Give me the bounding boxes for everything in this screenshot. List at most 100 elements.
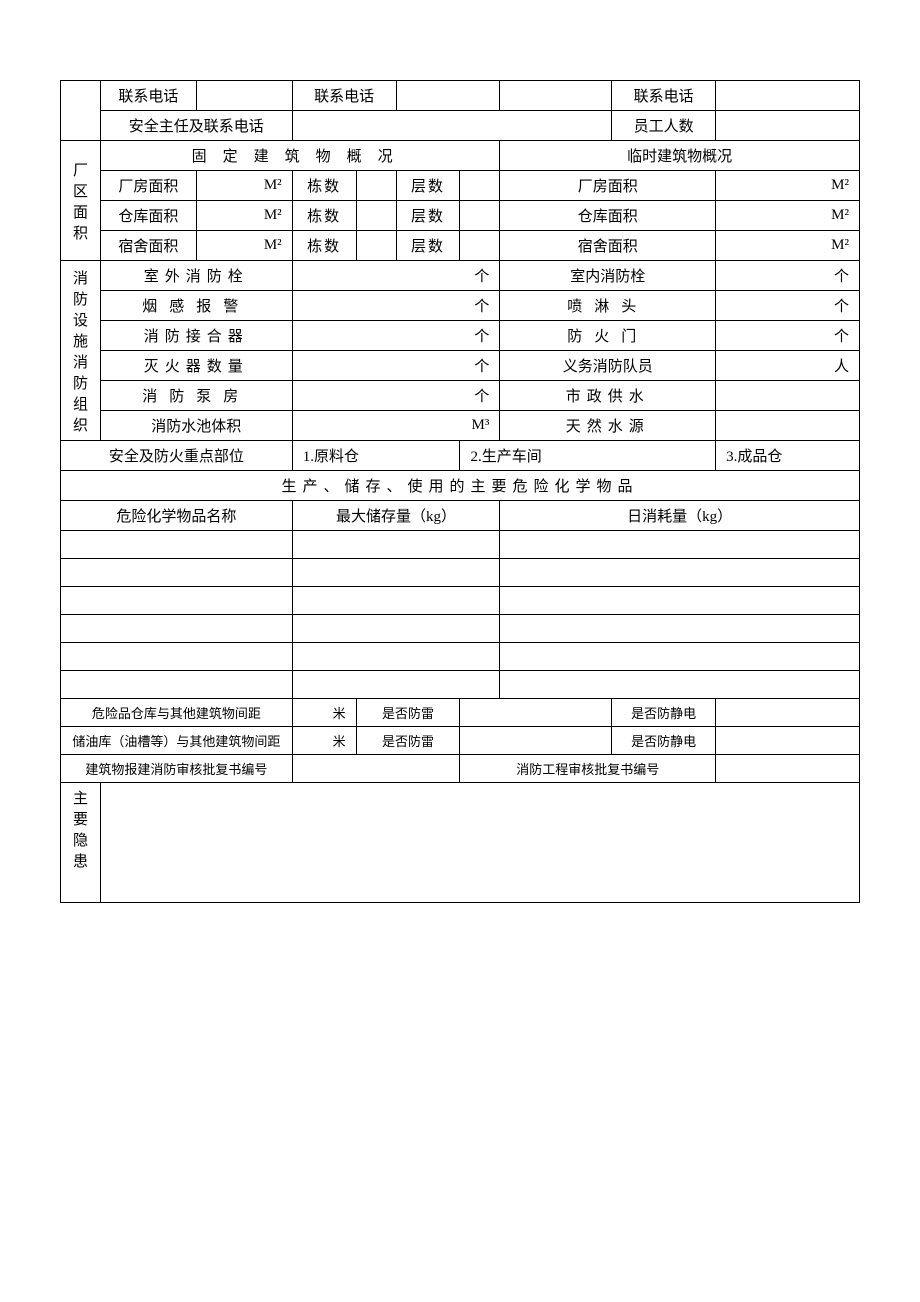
pump-room-value[interactable]: 个 — [292, 381, 500, 411]
chem-row — [61, 671, 860, 699]
indoor-hydrant-label: 室内消防栓 — [500, 261, 716, 291]
pool-volume-label: 消防水池体积 — [100, 411, 292, 441]
plant-buildings-value[interactable] — [356, 171, 396, 201]
temp-warehouse-value[interactable]: M² — [716, 201, 860, 231]
municipal-water-value[interactable] — [716, 381, 860, 411]
natural-water-label: 天然水源 — [500, 411, 716, 441]
outdoor-hydrant-label: 室外消防栓 — [100, 261, 292, 291]
hazards-value[interactable] — [100, 783, 859, 903]
hazards-row: 主要隐患 — [61, 783, 860, 903]
oil-dist-row: 储油库（油槽等）与其他建筑物间距 米 是否防雷 是否防静电 — [61, 727, 860, 755]
chem-name[interactable] — [61, 559, 293, 587]
extinguisher-value[interactable]: 个 — [292, 351, 500, 381]
temp-plant-label: 厂房面积 — [500, 171, 716, 201]
fire-row-5: 消防泵房 个 市政供水 — [61, 381, 860, 411]
fire-row-2: 烟感报警 个 喷淋头 个 — [61, 291, 860, 321]
plant-area-row: 厂房面积 M² 栋数 层数 厂房面积 M² — [61, 171, 860, 201]
temp-dorm-value[interactable]: M² — [716, 231, 860, 261]
fire-door-value[interactable]: 个 — [716, 321, 860, 351]
hazards-label: 主要隐患 — [61, 783, 101, 903]
chem-name[interactable] — [61, 531, 293, 559]
plant-area-value[interactable]: M² — [196, 171, 292, 201]
floors-label: 层数 — [396, 201, 460, 231]
dorm-floors-value[interactable] — [460, 231, 500, 261]
volunteer-label: 义务消防队员 — [500, 351, 716, 381]
static-label: 是否防静电 — [612, 699, 716, 727]
chem-storage-header: 最大储存量（kg） — [292, 501, 500, 531]
chem-daily[interactable] — [500, 615, 860, 643]
natural-water-value[interactable] — [716, 411, 860, 441]
chem-storage[interactable] — [292, 643, 500, 671]
pool-volume-value[interactable]: M³ — [292, 411, 500, 441]
chem-daily[interactable] — [500, 559, 860, 587]
volunteer-value[interactable]: 人 — [716, 351, 860, 381]
chem-name[interactable] — [61, 643, 293, 671]
chem-row — [61, 587, 860, 615]
build-approval-label: 建筑物报建消防审核批复书编号 — [61, 755, 293, 783]
key-part-3: 3.成品仓 — [716, 441, 860, 471]
static-value-2[interactable] — [716, 727, 860, 755]
hazmat-dist-row: 危险品仓库与其他建筑物间距 米 是否防雷 是否防静电 — [61, 699, 860, 727]
factory-area-label: 厂区面积 — [61, 141, 101, 261]
oil-dist-value[interactable]: 米 — [292, 727, 356, 755]
chem-storage[interactable] — [292, 531, 500, 559]
chemicals-section-row: 生产、储存、使用的主要危险化学物品 — [61, 471, 860, 501]
chem-storage[interactable] — [292, 671, 500, 699]
chem-daily[interactable] — [500, 531, 860, 559]
warehouse-floors-value[interactable] — [460, 201, 500, 231]
smoke-alarm-label: 烟感报警 — [100, 291, 292, 321]
chemicals-header-row: 危险化学物品名称 最大储存量（kg） 日消耗量（kg） — [61, 501, 860, 531]
chem-daily[interactable] — [500, 671, 860, 699]
dorm-buildings-value[interactable] — [356, 231, 396, 261]
safety-chief-row: 安全主任及联系电话 员工人数 — [61, 111, 860, 141]
fire-row-4: 灭火器数量 个 义务消防队员 人 — [61, 351, 860, 381]
lightning-value[interactable] — [460, 699, 612, 727]
key-part-1: 1.原料仓 — [292, 441, 460, 471]
fire-approval-value[interactable] — [716, 755, 860, 783]
connector-value[interactable]: 个 — [292, 321, 500, 351]
hazmat-dist-value[interactable]: 米 — [292, 699, 356, 727]
chem-storage[interactable] — [292, 559, 500, 587]
municipal-water-label: 市政供水 — [500, 381, 716, 411]
approval-row: 建筑物报建消防审核批复书编号 消防工程审核批复书编号 — [61, 755, 860, 783]
outdoor-hydrant-value[interactable]: 个 — [292, 261, 500, 291]
employees-label: 员工人数 — [612, 111, 716, 141]
fire-section-label: 消防设施消防组织 — [61, 261, 101, 441]
floors-label: 层数 — [396, 171, 460, 201]
safety-chief-value[interactable] — [292, 111, 612, 141]
warehouse-area-row: 仓库面积 M² 栋数 层数 仓库面积 M² — [61, 201, 860, 231]
chem-daily[interactable] — [500, 643, 860, 671]
chem-name[interactable] — [61, 615, 293, 643]
indoor-hydrant-value[interactable]: 个 — [716, 261, 860, 291]
chem-daily[interactable] — [500, 587, 860, 615]
empty-cell — [500, 81, 612, 111]
key-parts-label: 安全及防火重点部位 — [61, 441, 293, 471]
chem-storage[interactable] — [292, 615, 500, 643]
chemicals-section-header: 生产、储存、使用的主要危险化学物品 — [61, 471, 860, 501]
warehouse-buildings-value[interactable] — [356, 201, 396, 231]
empty-cell — [61, 81, 101, 141]
chem-name[interactable] — [61, 671, 293, 699]
chem-daily-header: 日消耗量（kg） — [500, 501, 860, 531]
employees-value[interactable] — [716, 111, 860, 141]
fire-row-1: 消防设施消防组织 室外消防栓 个 室内消防栓 个 — [61, 261, 860, 291]
phone2-value[interactable] — [396, 81, 500, 111]
warehouse-area-value[interactable]: M² — [196, 201, 292, 231]
plant-floors-value[interactable] — [460, 171, 500, 201]
chem-name[interactable] — [61, 587, 293, 615]
build-approval-value[interactable] — [292, 755, 460, 783]
sprinkler-value[interactable]: 个 — [716, 291, 860, 321]
static-value[interactable] — [716, 699, 860, 727]
lightning-value-2[interactable] — [460, 727, 612, 755]
buildings-label: 栋数 — [292, 231, 356, 261]
temp-plant-value[interactable]: M² — [716, 171, 860, 201]
phone1-value[interactable] — [196, 81, 292, 111]
phone2-label: 联系电话 — [292, 81, 396, 111]
buildings-label: 栋数 — [292, 201, 356, 231]
chem-storage[interactable] — [292, 587, 500, 615]
chem-row — [61, 531, 860, 559]
smoke-alarm-value[interactable]: 个 — [292, 291, 500, 321]
phone1-label: 联系电话 — [100, 81, 196, 111]
dorm-area-value[interactable]: M² — [196, 231, 292, 261]
phone3-value[interactable] — [716, 81, 860, 111]
